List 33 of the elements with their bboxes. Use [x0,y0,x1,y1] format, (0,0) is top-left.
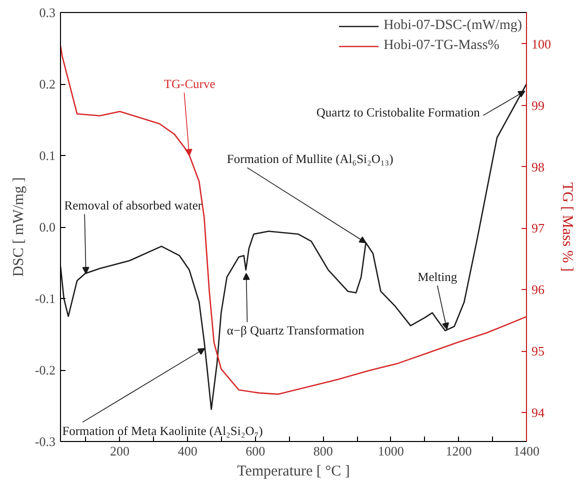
annotation: Formation of Mullite (Al₆Si₂O₁₃) [226,152,394,166]
y-tick-label: 0.1 [39,148,56,163]
y2-tick-label: 96 [532,282,545,298]
x-tick-label: 1400 [514,444,540,458]
y-axis-title: DSC [ mW/mg ] [10,177,27,277]
x-tick-label: 1200 [446,444,472,458]
x-tick-label: 1000 [378,444,404,458]
y-tick-label: -0.2 [34,362,56,378]
y2-axis-title: TG [ Mass % ] [559,182,575,272]
annotation: Melting [418,270,458,284]
annotation: α−β Quartz Transformation [226,324,365,338]
annotation: Quartz to Cristobalite Formation [316,106,481,120]
y-tick-label: -0.1 [34,291,56,306]
y2-tick-label: 98 [532,159,544,174]
x-tick-label: 200 [110,444,130,458]
legend-label: Hobi-07-DSC-(mW/mg) [384,18,522,34]
x-tick-label: 800 [313,444,333,458]
y-tick-label: 0.3 [39,5,56,20]
y2-tick-label: 94 [532,405,545,420]
y-tick-label: 0.2 [39,76,56,92]
annotation: TG-Curve [164,77,216,91]
legend-label: Hobi-07-TG-Mass% [384,38,500,54]
x-tick-label: 600 [246,444,266,458]
y2-tick-label: 95 [532,344,544,359]
x-axis-title: Temperature [ °C ] [237,464,350,480]
annotation: Formation of Meta Kaolinite (Al₂Si₂O₇) [62,424,263,438]
y-tick-label: 0.0 [39,220,56,234]
annotation: Removal of absorbed water [64,198,203,213]
x-tick-label: 400 [178,444,198,458]
y-tick-label: -0.3 [34,434,56,449]
y2-tick-label: 99 [532,98,544,113]
y2-tick-label: 100 [532,36,551,52]
y2-tick-label: 97 [532,220,545,236]
